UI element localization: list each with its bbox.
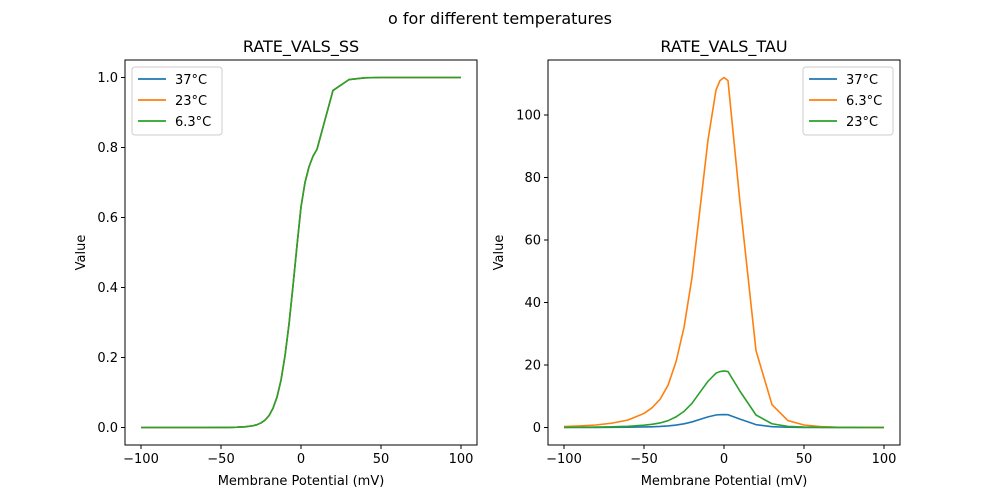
y-tick-label: 0.2 <box>97 351 118 366</box>
x-axis-label: Membrane Potential (mV) <box>218 474 385 489</box>
series-line-37C <box>563 413 884 429</box>
legend-label: 23°C <box>175 94 207 109</box>
legend-label: 37°C <box>175 73 207 88</box>
y-tick-label: 20 <box>524 359 541 374</box>
chart-title: RATE_VALS_SS <box>243 37 359 57</box>
y-tick-label: 1.0 <box>97 71 118 86</box>
chart-title: RATE_VALS_TAU <box>660 37 787 57</box>
y-axis-label: Value <box>74 235 89 271</box>
series-line-23C <box>563 370 884 429</box>
x-tick-label: −50 <box>630 452 657 467</box>
x-axis-label: Membrane Potential (mV) <box>641 474 808 489</box>
y-tick-label: 0.6 <box>97 211 118 226</box>
legend: 37°C 23°C 6.3°C <box>131 66 223 136</box>
legend-frame <box>802 66 894 136</box>
y-tick-label: 80 <box>524 171 541 186</box>
y-tick-label: 100 <box>516 109 541 124</box>
y-tick-label: 0.4 <box>97 281 118 296</box>
y-axis-label: Value <box>492 235 507 271</box>
plot-ss: RATE_VALS_SS −100 −50 0 50 100 0.0 0.2 0.4 0.6 0.8… <box>74 37 478 489</box>
legend-label: 6.3°C <box>175 115 211 130</box>
x-tick-label: −100 <box>123 452 159 467</box>
x-tick-label: −50 <box>207 452 234 467</box>
y-tick-label: 40 <box>524 296 541 311</box>
x-tick-label: 50 <box>796 452 813 467</box>
x-tick-label: 50 <box>373 452 390 467</box>
x-tick-label: 0 <box>297 452 305 467</box>
x-tick-label: 0 <box>720 452 728 467</box>
series-line-63C <box>563 76 885 429</box>
y-tick-label: 0 <box>533 421 541 436</box>
x-tick-label: −100 <box>546 452 582 467</box>
series-line-63C <box>141 76 461 429</box>
y-tick-label: 60 <box>524 234 541 249</box>
y-tick-label: 0.0 <box>97 421 118 436</box>
figure-suptitle: o for different temperatures <box>388 9 612 28</box>
legend-label: 37°C <box>846 73 878 88</box>
x-tick-label: 100 <box>872 452 897 467</box>
plot-tau: RATE_VALS_TAU −100 −50 0 50 100 0 20 40 60 80 100 Me… <box>492 37 901 489</box>
legend-frame <box>131 66 223 136</box>
y-tick-label: 0.8 <box>97 141 118 156</box>
legend-label: 23°C <box>846 115 878 130</box>
x-tick-label: 100 <box>449 452 474 467</box>
legend: 37°C 6.3°C 23°C <box>802 66 894 136</box>
legend-label: 6.3°C <box>846 94 882 109</box>
